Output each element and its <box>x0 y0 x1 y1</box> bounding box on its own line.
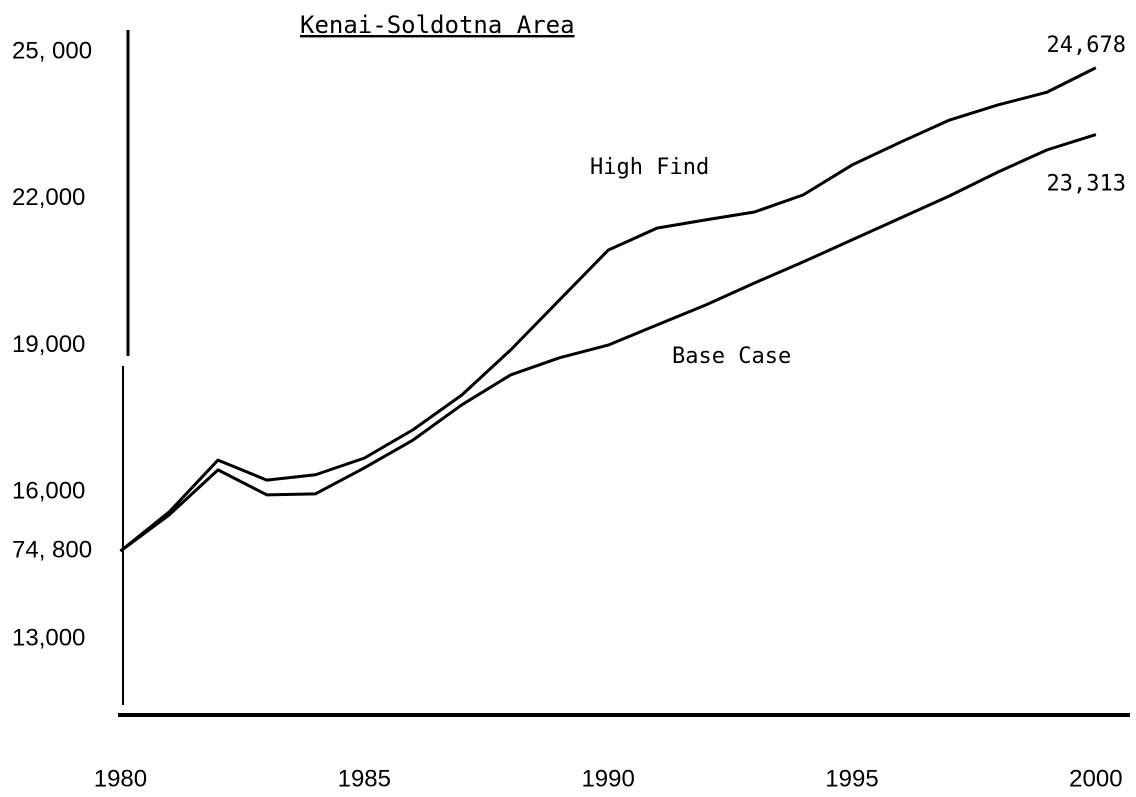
x-tick-label: 1995 <box>825 765 878 792</box>
chart-title: Kenai-Soldotna Area <box>300 11 575 39</box>
x-tick-label: 1990 <box>581 765 634 792</box>
x-tick-label: 1980 <box>94 765 147 792</box>
series-label: Base Case <box>672 344 791 369</box>
value-label: 23,313 <box>1047 172 1126 197</box>
y-tick-label: 19,000 <box>12 331 85 358</box>
x-tick-label: 1985 <box>338 765 391 792</box>
y-tick-label: 25, 000 <box>12 37 92 64</box>
series-line <box>119 66 1097 553</box>
value-label: 24,678 <box>1047 33 1126 58</box>
y-tick-label: 16,000 <box>12 478 85 505</box>
y-tick-label: 74, 800 <box>12 536 92 563</box>
series-label: High Find <box>590 155 709 180</box>
y-tick-label: 22,000 <box>12 184 85 211</box>
x-tick-label: 2000 <box>1069 765 1122 792</box>
series-line <box>119 133 1097 553</box>
y-tick-label: 13,000 <box>12 625 85 652</box>
